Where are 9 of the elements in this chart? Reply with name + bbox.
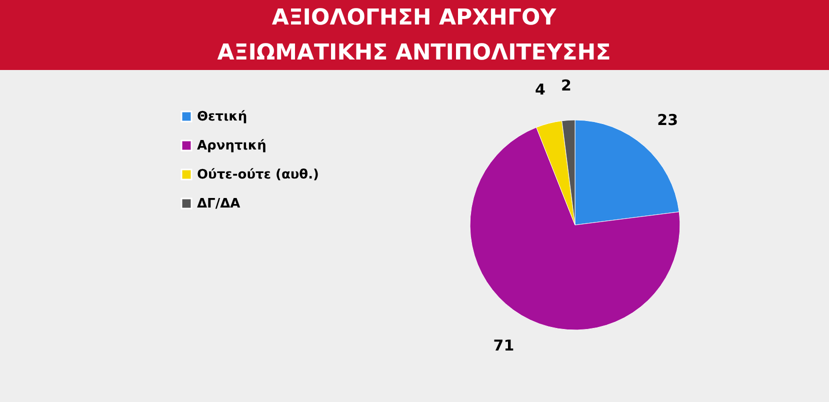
legend-label: Ούτε-ούτε (αυθ.) (197, 168, 319, 182)
data-label: 71 (493, 336, 514, 355)
data-label: 23 (657, 110, 678, 129)
legend-label: Αρνητική (197, 138, 266, 154)
legend-label: ΔΓ/ΔΑ (197, 196, 240, 212)
data-label: 4 (534, 80, 546, 98)
chart-title: ΑΞΙΟΛΟΓΗΣΗ ΑΡΧΗΓΟΥ ΑΞΙΩΜΑΤΙΚΗΣ ΑΝΤΙΠΟΛΙΤΕΥΣΗΣ (217, 6, 611, 66)
data-label: 2 (560, 76, 572, 94)
legend-label: Θετική (197, 110, 248, 124)
